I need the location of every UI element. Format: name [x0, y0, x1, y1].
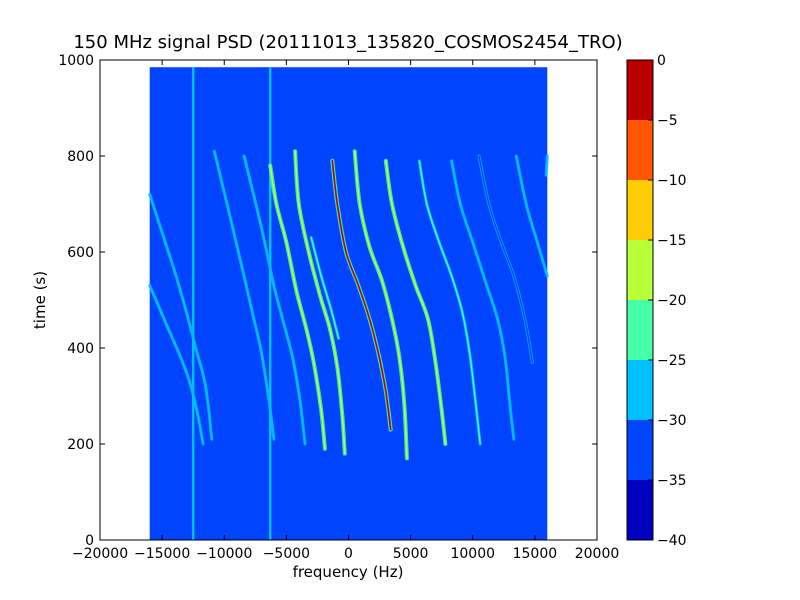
- colorbar-band: [627, 120, 653, 181]
- x-tick-label: −15000: [134, 546, 190, 562]
- plot-area: −20000 −15000 −10000 −5000 0 5000 10000 15000 20…: [58, 53, 619, 562]
- heatmap-layer: [148, 67, 549, 540]
- signal-trace: [478, 155, 534, 364]
- x-tick-label: 20000: [575, 546, 620, 562]
- chart-title: 150 MHz signal PSD (20111013_135820_COSM…: [73, 32, 622, 53]
- colorbar-tick-label: −20: [657, 293, 687, 309]
- y-tick-label: 800: [67, 149, 94, 165]
- x-tick-label: −5000: [263, 546, 310, 562]
- x-tick-label: −10000: [196, 546, 252, 562]
- x-tick-label: −20000: [72, 546, 128, 562]
- colorbar-band: [627, 420, 653, 481]
- x-axis-label: frequency (Hz): [293, 563, 404, 581]
- x-tick-label: 15000: [513, 546, 558, 562]
- heatmap-background: [149, 67, 548, 540]
- signal-trace: [213, 150, 275, 440]
- signal-trace: [310, 236, 340, 340]
- y-axis-label: time (s): [31, 271, 49, 329]
- signal-trace: [269, 164, 326, 450]
- signal-trace: [243, 155, 306, 445]
- signal-trace: [353, 150, 408, 460]
- colorbar-band: [627, 240, 653, 301]
- x-tick-label: 0: [344, 546, 353, 562]
- colorbar-tick-label: −35: [657, 473, 687, 489]
- colorbar-band: [627, 300, 653, 361]
- signal-trace: [385, 160, 447, 445]
- colorbar-tick-label: −5: [657, 113, 678, 129]
- colorbar-band: [627, 480, 653, 541]
- signal-trace: [418, 160, 481, 445]
- y-tick-label: 200: [67, 437, 94, 453]
- signal-trace: [149, 284, 204, 445]
- colorbar-tick-label: 0: [657, 53, 666, 69]
- colorbar-tick-label: −15: [657, 233, 687, 249]
- y-tick-label: 0: [85, 533, 94, 549]
- colorbar-tick-label: −25: [657, 353, 687, 369]
- signal-trace: [515, 155, 548, 277]
- x-tick-label: 5000: [393, 546, 429, 562]
- signal-trace: [149, 193, 213, 440]
- colorbar: 0 −5 −10 −15 −20 −25 −30 −35 −40: [626, 53, 687, 549]
- y-tick-label: 400: [67, 341, 94, 357]
- colorbar-band: [627, 360, 653, 421]
- signal-trace: [450, 160, 515, 440]
- colorbar-band: [627, 180, 653, 241]
- x-axis-ticks: −20000 −15000 −10000 −5000 0 5000 10000 15000 20…: [72, 60, 619, 562]
- signal-trace: [545, 155, 548, 176]
- y-tick-label: 600: [67, 245, 94, 261]
- y-tick-label: 1000: [58, 53, 94, 69]
- colorbar-tick-label: −10: [657, 173, 687, 189]
- colorbar-tick-label: −30: [657, 413, 687, 429]
- colorbar-band: [627, 60, 653, 121]
- signal-trace: [294, 150, 346, 455]
- x-tick-label: 10000: [450, 546, 495, 562]
- colorbar-tick-label: −40: [657, 533, 687, 549]
- signal-trace: [331, 160, 392, 431]
- y-axis-ticks: 0 200 400 600 800 1000: [58, 53, 597, 549]
